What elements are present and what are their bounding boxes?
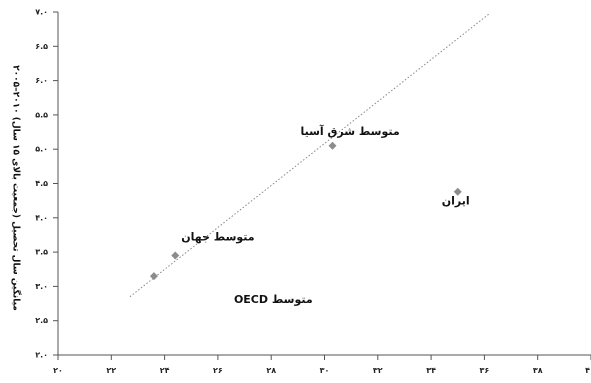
data-point	[171, 251, 180, 260]
y-tick-label: ۵.۵	[35, 110, 48, 119]
trendline	[129, 12, 491, 298]
x-tick-label: ۲۰	[53, 366, 63, 375]
data-point	[328, 141, 337, 150]
y-tick-label: ۶.۰	[35, 76, 48, 85]
x-tick-label: ۳۸	[533, 366, 543, 375]
x-tick-label: ۲۶	[213, 366, 223, 375]
y-tick-label: ۷.۰	[35, 8, 48, 17]
x-tick-label: ۳۰	[320, 366, 330, 375]
x-tick-label: ۴	[585, 366, 590, 375]
x-tick-label: ۳۶	[480, 366, 490, 375]
y-tick-label: ۶.۵	[35, 42, 48, 51]
y-axis-ticks: ۲.۰ ۲.۵ ۳.۰ ۳.۵ ۴.۰ ۴.۵ ۵.۰ ۵.۵ ۶.۰ ۶.۵ ۷.۰	[35, 8, 58, 360]
x-tick-label: ۳۴	[426, 366, 436, 375]
y-tick-label: ۳.۰	[35, 282, 48, 291]
y-tick-label: ۲.۰	[35, 351, 48, 360]
point-label: متوسط شرق آسیا	[300, 124, 399, 138]
y-axis-title: میانگین سال تحصیل (جمعیت بالای ۱۵ سال) ۲…	[11, 65, 23, 311]
data-point	[149, 272, 158, 281]
point-label: ایران	[442, 195, 470, 208]
x-axis-ticks: ۲۰ ۲۲ ۲۴ ۲۶ ۲۸ ۳۰ ۳۲ ۳۴ ۳۶ ۳۸ ۴	[53, 355, 591, 375]
x-tick-label: ۳۲	[373, 366, 383, 375]
point-label: متوسط OECD	[234, 293, 313, 306]
trendline-group	[129, 12, 491, 298]
axes	[57, 12, 591, 356]
x-tick-label: ۲۴	[160, 366, 170, 375]
point-label: متوسط جهان	[181, 231, 254, 244]
x-tick-label: ۲۸	[266, 366, 276, 375]
x-tick-label: ۲۲	[106, 366, 116, 375]
data-point	[453, 187, 462, 196]
y-tick-label: ۴.۵	[35, 179, 48, 188]
point-labels-group: متوسط OECD متوسط جهان متوسط شرق آسیا ایران	[181, 124, 469, 306]
points-group	[149, 141, 462, 281]
y-tick-label: ۴.۰	[35, 213, 48, 222]
y-tick-label: ۳.۵	[35, 248, 48, 257]
y-tick-label: ۵.۰	[35, 145, 48, 154]
y-tick-label: ۲.۵	[35, 316, 48, 325]
